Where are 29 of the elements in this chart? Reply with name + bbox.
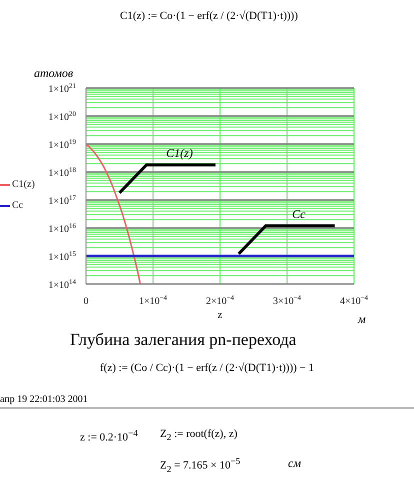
y-tick-label: 1×10$^{17}$ (48, 194, 76, 207)
y-tick-label: 1×10$^{14}$ (48, 278, 76, 291)
text: z := 0.2·10$^{−4}$ (80, 428, 138, 444)
y-tick-label: 1×10$^{20}$ (48, 110, 76, 123)
x-tick-label: 0 (84, 296, 88, 307)
y-tick-label: 1×10$^{19}$ (48, 138, 76, 151)
text: f(z) := (Co / Cc)·(1 − erf(z / (2·√(D(T1)·t)))) − 1 (100, 362, 314, 374)
x-tick-label: 4×10$^{−4}$ (340, 294, 369, 307)
y-tick-label: 1×10$^{15}$ (48, 250, 76, 263)
y-tick-label: 1×10$^{18}$ (48, 166, 76, 179)
y-tick-label: 1×10$^{16}$ (48, 222, 76, 235)
text: апр 19 22:01:03 2001 (0, 394, 88, 405)
callout-pointer: C1(z) (118, 146, 216, 194)
legend-label: Cc (12, 200, 24, 211)
x-tick-label: 2×10$^{−4}$ (206, 294, 235, 307)
annotation: C1(z) (166, 146, 193, 160)
y-tick-label: 1×10$^{21}$ (48, 82, 76, 95)
text: Глубина залегания pn-перехода (70, 330, 296, 350)
text: см (288, 456, 301, 471)
x-tick-label: 1×10$^{−4}$ (138, 294, 168, 307)
text: C1(z) := Co·(1 − erf(z / (2·√(D(T1)·t)))) (120, 10, 298, 22)
x-tick-label: 3×10$^{−4}$ (272, 294, 302, 307)
line-series (86, 143, 142, 284)
text: м (358, 312, 366, 327)
text: Z$_{2}$ := root(f(z), z) (160, 428, 238, 442)
x-axis-title: z (218, 309, 223, 321)
legend-label: C1(z) (12, 179, 35, 190)
text: Z$_{2}$ = 7.165 × 10$^{−5}$ (160, 456, 240, 474)
y-axis-title: атомов (34, 66, 74, 81)
